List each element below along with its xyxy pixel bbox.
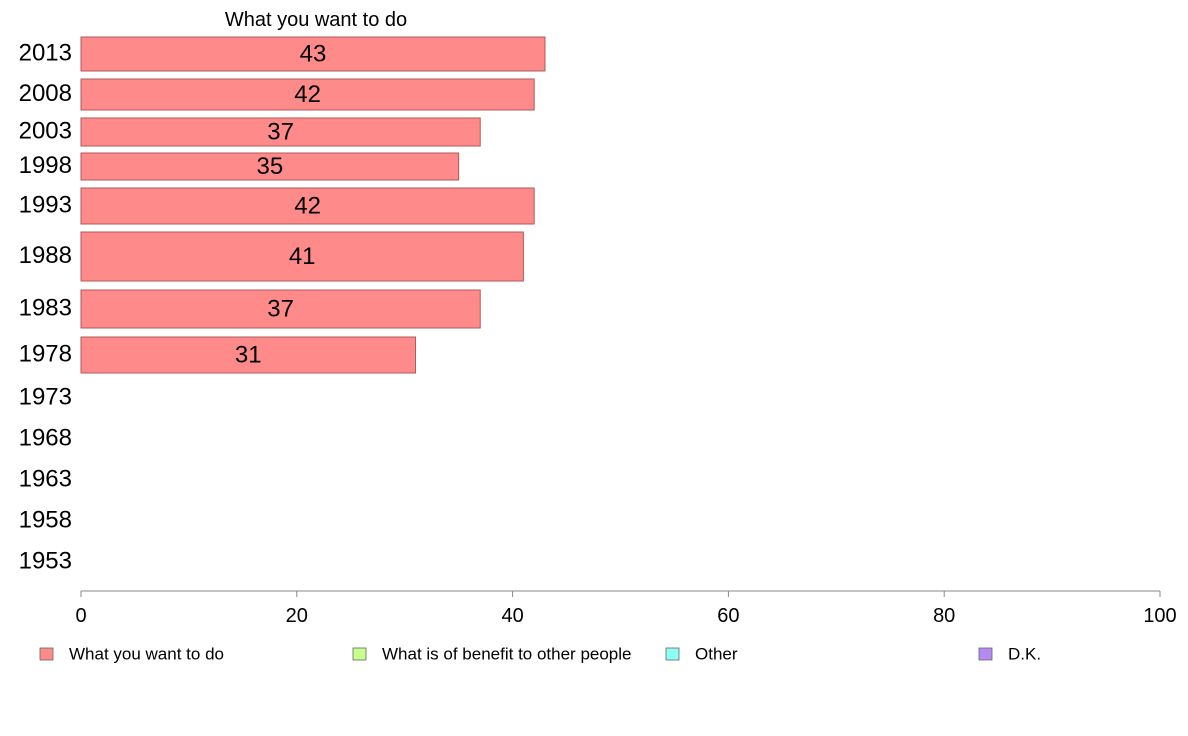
bar-1978 <box>80 336 416 374</box>
y-tick-label-1953: 1953 <box>19 547 72 574</box>
chart-title: What you want to do <box>225 9 407 31</box>
legend-label-3: Other <box>695 644 738 663</box>
y-tick-label-1988: 1988 <box>19 242 72 269</box>
y-tick-label-1973: 1973 <box>19 383 72 410</box>
legend-swatch-3 <box>665 647 680 661</box>
y-axis-labels: 2013 2008 2003 1998 1993 1988 1983 1978 1973 1968… <box>19 39 72 574</box>
x-tick-label-40: 40 <box>501 605 523 627</box>
data-label-1993: 42 <box>294 192 321 219</box>
legend-swatch-2 <box>352 647 367 661</box>
data-label-1998: 35 <box>256 153 283 180</box>
y-tick-label-1998: 1998 <box>19 152 72 179</box>
y-tick-label-1968: 1968 <box>19 424 72 451</box>
y-tick-label-1958: 1958 <box>19 506 72 533</box>
bar-2003 <box>80 117 481 147</box>
x-tick-label-80: 80 <box>933 605 955 627</box>
bar-2013 <box>80 36 546 72</box>
legend-swatch-1 <box>39 647 54 661</box>
legend-label-2: What is of benefit to other people <box>382 644 632 663</box>
y-tick-label-1983: 1983 <box>19 294 72 321</box>
y-tick-label-2003: 2003 <box>19 117 72 144</box>
y-tick-label-1993: 1993 <box>19 191 72 218</box>
data-label-1988: 41 <box>289 243 316 270</box>
bar-1983 <box>80 289 481 329</box>
x-tick-label-60: 60 <box>717 605 739 627</box>
legend-swatch-4 <box>978 647 993 661</box>
bar-2008 <box>80 78 535 111</box>
legend-label-1: What you want to do <box>69 644 224 663</box>
y-tick-label-2013: 2013 <box>19 39 72 66</box>
x-tick-label-0: 0 <box>75 605 86 627</box>
data-label-2003: 37 <box>267 118 294 145</box>
x-tick-label-20: 20 <box>286 605 308 627</box>
data-label-2008: 42 <box>294 81 321 108</box>
x-axis: 0 20 40 60 80 100 <box>75 590 1177 627</box>
bar-1993 <box>80 187 535 225</box>
legend-label-4: D.K. <box>1008 644 1041 663</box>
x-tick-label-100: 100 <box>1143 605 1176 627</box>
y-tick-label-1978: 1978 <box>19 340 72 367</box>
bar-1998 <box>80 152 460 181</box>
bar-1988 <box>80 231 524 282</box>
data-label-2013: 43 <box>300 40 327 67</box>
y-tick-label-1963: 1963 <box>19 465 72 492</box>
legend: What you want to do What is of benefit to… <box>39 644 1041 663</box>
data-label-1983: 37 <box>267 295 294 322</box>
y-tick-label-2008: 2008 <box>19 80 72 107</box>
data-label-1978: 31 <box>235 341 262 368</box>
